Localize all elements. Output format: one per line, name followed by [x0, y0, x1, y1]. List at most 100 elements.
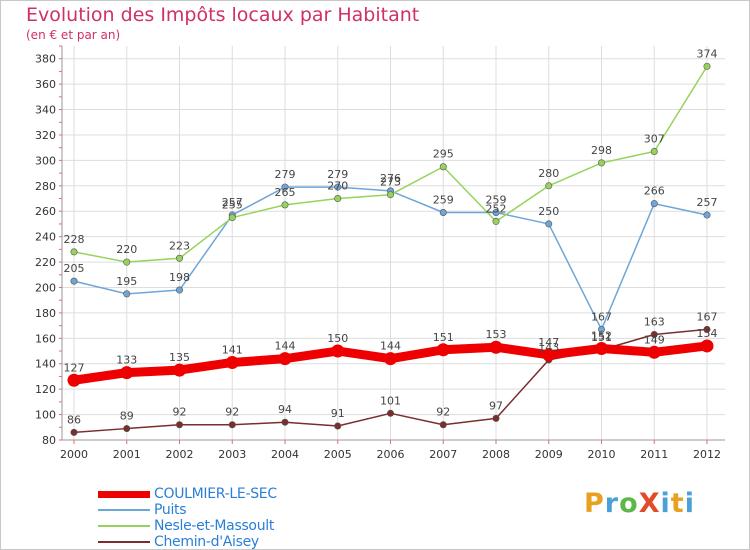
series-coulmier-label: 147: [538, 336, 559, 349]
series-puits-label: 266: [644, 185, 665, 198]
x-tick-label: 2001: [113, 448, 141, 461]
series-nesle-point: [70, 248, 78, 256]
series-coulmier-label: 154: [697, 327, 718, 340]
chart-legend: COULMIER-LE-SEC Puits Nesle-et-Massoult …: [98, 486, 277, 550]
legend-label-chemin: Chemin-d'Aisey: [154, 534, 259, 550]
series-puits-label: 167: [591, 310, 612, 323]
y-tick-label: 120: [35, 383, 56, 396]
series-puits-label: 259: [433, 193, 454, 206]
x-tick-label: 2008: [482, 448, 510, 461]
series-coulmier-point: [331, 344, 345, 358]
series-nesle-label: 252: [486, 202, 507, 215]
y-tick-label: 180: [35, 307, 56, 320]
legend-swatch-0: [98, 490, 150, 498]
x-tick-label: 2009: [535, 448, 563, 461]
x-tick-label: 2011: [640, 448, 668, 461]
series-coulmier-label: 135: [169, 351, 190, 364]
series-nesle-point: [386, 191, 394, 199]
series-puits-point: [650, 200, 658, 208]
series-coulmier-point: [700, 339, 714, 353]
series-puits-point: [492, 208, 500, 216]
series-nesle-point: [176, 254, 184, 262]
x-tick-label: 2000: [60, 448, 88, 461]
series-chemin-point: [176, 421, 184, 429]
x-tick-label: 2006: [377, 448, 405, 461]
series-coulmier-label: 141: [222, 343, 243, 356]
series-coulmier-point: [647, 345, 661, 359]
y-tick-label: 220: [35, 256, 56, 269]
series-chemin-point: [123, 425, 131, 433]
series-coulmier-label: 144: [380, 340, 401, 353]
series-coulmier-point: [173, 363, 186, 377]
legend-label-coulmier: COULMIER-LE-SEC: [154, 486, 277, 502]
legend-item: Nesle-et-Massoult: [98, 518, 277, 534]
x-tick-label: 2010: [588, 448, 616, 461]
legend-swatch-1: [98, 509, 150, 511]
series-puits-point: [70, 277, 78, 285]
series-nesle-label: 307: [644, 132, 665, 145]
y-tick-label: 80: [42, 434, 56, 447]
series-chemin-label: 89: [120, 410, 134, 423]
series-puits-label: 257: [222, 196, 243, 209]
legend-swatch-3: [98, 541, 150, 543]
series-puits-label: 198: [169, 271, 190, 284]
series-nesle-label: 255: [222, 199, 243, 212]
series-puits-point: [176, 286, 184, 294]
series-puits-label: 276: [380, 172, 401, 185]
series-chemin-label: 92: [225, 406, 239, 419]
series-puits-label: 279: [275, 168, 296, 181]
series-puits-label: 250: [538, 205, 559, 218]
y-tick-label: 260: [35, 205, 56, 218]
series-coulmier-label: 149: [644, 333, 665, 346]
y-tick-label: 240: [35, 231, 56, 244]
series-chemin-label: 97: [489, 399, 503, 412]
series-coulmier-label: 144: [275, 340, 296, 353]
series-puits-label: 195: [116, 275, 137, 288]
series-puits-point: [281, 183, 289, 191]
series-chemin-point: [703, 325, 711, 333]
series-puits-label: 257: [697, 196, 718, 209]
series-chemin-label: 92: [436, 406, 450, 419]
series-nesle-point: [545, 182, 553, 190]
series-coulmier-label: 150: [327, 332, 348, 345]
series-puits-point: [123, 290, 131, 298]
y-tick-label: 100: [35, 409, 56, 422]
series-coulmier-point: [120, 366, 134, 380]
legend-item: Puits: [98, 502, 277, 518]
series-coulmier-point: [67, 373, 81, 387]
series-coulmier-label: 127: [64, 361, 85, 374]
series-coulmier-label: 152: [591, 329, 612, 342]
series-puits-point: [597, 325, 605, 333]
y-tick-label: 360: [35, 78, 56, 91]
legend-label-puits: Puits: [154, 502, 187, 518]
series-nesle-label: 228: [64, 233, 85, 246]
series-nesle-label: 273: [380, 176, 401, 189]
chart-subtitle: (en € et par an): [26, 28, 121, 42]
series-chemin-label: 86: [67, 413, 81, 426]
legend-item: Chemin-d'Aisey: [98, 534, 277, 550]
x-tick-label: 2002: [166, 448, 194, 461]
series-nesle-point: [228, 214, 236, 222]
plot-area: [62, 46, 725, 440]
series-nesle-label: 298: [591, 144, 612, 157]
proxiti-logo: ProXiti: [584, 488, 695, 519]
series-nesle-label: 295: [433, 148, 454, 161]
series-chemin-point: [386, 409, 394, 417]
series-puits-point: [439, 208, 447, 216]
series-nesle-point: [597, 159, 605, 167]
series-chemin-label: 92: [173, 406, 187, 419]
series-chemin-point: [334, 422, 342, 430]
series-nesle-label: 223: [169, 239, 190, 252]
series-coulmier-point: [542, 348, 556, 362]
series-coulmier-label: 133: [116, 354, 137, 367]
series-puits-point: [334, 183, 342, 191]
series-puits-label: 205: [64, 262, 85, 275]
series-chemin-label: 143: [538, 341, 559, 354]
series-chemin-point: [70, 428, 78, 436]
series-chemin-label: 151: [591, 331, 612, 344]
series-nesle-point: [492, 217, 500, 225]
series-puits-label: 259: [486, 193, 507, 206]
series-nesle-point: [123, 258, 131, 266]
legend-item: COULMIER-LE-SEC: [98, 486, 277, 502]
